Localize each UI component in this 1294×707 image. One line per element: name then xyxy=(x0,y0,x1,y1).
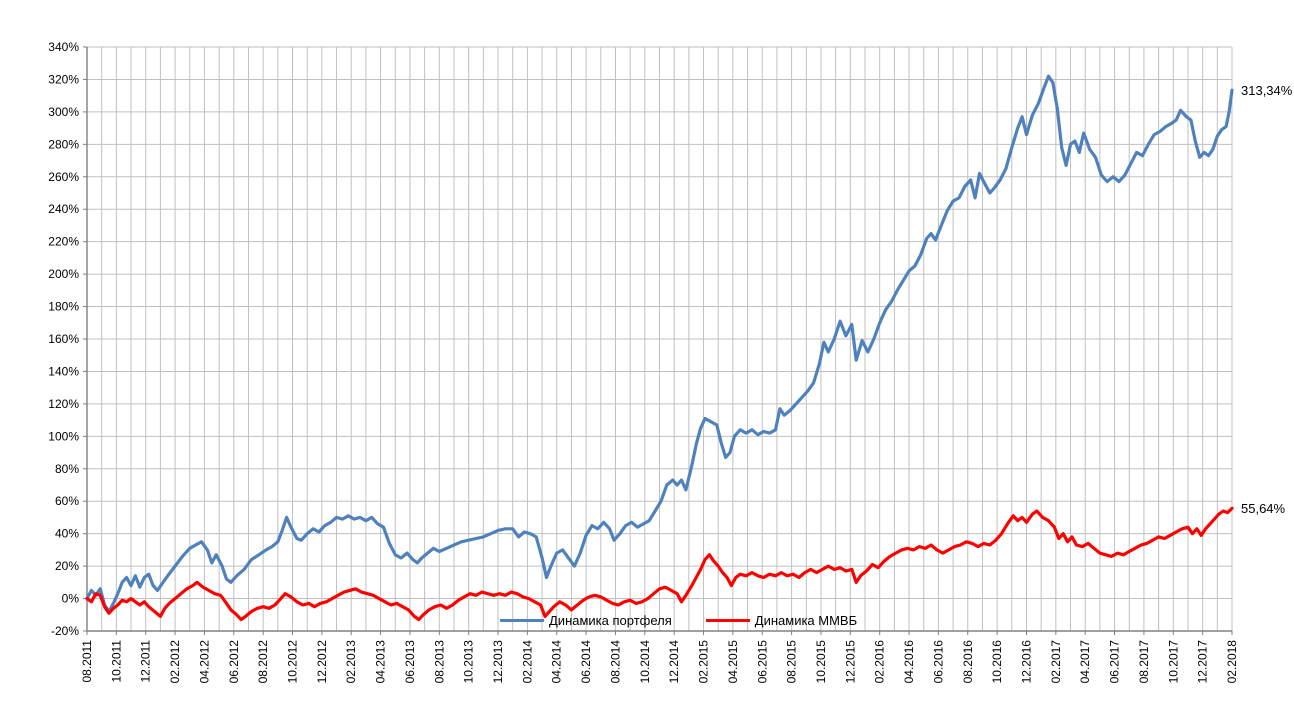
legend-item-micex: Динамика ММВБ xyxy=(705,613,858,628)
x-axis-tick-label: 06.2015 xyxy=(755,640,769,684)
x-axis-tick-label: 04.2016 xyxy=(902,640,916,684)
y-axis-tick-label: 0% xyxy=(62,592,80,606)
x-axis-tick-label: 10.2015 xyxy=(814,640,828,684)
x-axis-tick-label: 08.2016 xyxy=(961,640,975,684)
x-axis-tick-label: 02.2016 xyxy=(873,640,887,684)
y-axis-tick-label: 160% xyxy=(48,332,79,346)
legend-label-micex: Динамика ММВБ xyxy=(754,613,858,628)
y-axis-tick-label: 200% xyxy=(48,267,79,281)
y-axis-tick-label: 40% xyxy=(55,527,79,541)
chart-legend: Динамика портфеля Динамика ММВБ xyxy=(500,613,857,628)
x-axis-tick-label: 08.2011 xyxy=(80,640,94,683)
x-axis-tick-label: 08.2017 xyxy=(1137,640,1151,684)
x-axis-tick-label: 12.2012 xyxy=(315,640,329,684)
y-axis-tick-label: 60% xyxy=(55,494,79,508)
y-axis-tick-label: 180% xyxy=(48,300,79,314)
x-axis-tick-label: 10.2017 xyxy=(1166,640,1180,684)
y-axis-tick-label: 120% xyxy=(48,397,79,411)
x-axis-tick-label: 08.2013 xyxy=(432,640,446,684)
x-axis-tick-label: 02.2015 xyxy=(697,640,711,684)
x-axis-tick-label: 02.2018 xyxy=(1225,640,1239,684)
portfolio-line-swatch-icon xyxy=(500,619,544,622)
legend-item-portfolio: Динамика портфеля xyxy=(500,613,672,628)
x-axis-tick-label: 04.2017 xyxy=(1078,640,1092,684)
x-axis-tick-label: 12.2013 xyxy=(491,640,505,684)
x-axis-tick-label: 02.2017 xyxy=(1049,640,1063,684)
x-axis-tick-label: 08.2015 xyxy=(785,640,799,684)
x-axis-tick-label: 12.2017 xyxy=(1196,640,1210,684)
series-line-micex xyxy=(85,506,1234,622)
x-axis-tick-label: 02.2014 xyxy=(520,640,534,684)
micex-end-value-label: 55,64% xyxy=(1241,501,1286,517)
x-axis-tick-label: 10.2014 xyxy=(638,640,652,684)
x-axis-tick-label: 06.2017 xyxy=(1108,640,1122,684)
x-axis-tick-label: 02.2012 xyxy=(168,640,182,684)
y-axis-tick-label: 80% xyxy=(55,462,79,476)
x-axis-tick-label: 04.2015 xyxy=(726,640,740,684)
x-axis-tick-label: 04.2013 xyxy=(374,640,388,684)
y-axis-tick-label: 320% xyxy=(48,72,79,86)
x-axis-tick-label: 02.2013 xyxy=(344,640,358,684)
y-axis-tick-label: 220% xyxy=(48,235,79,249)
y-axis-tick-label: 260% xyxy=(48,170,79,184)
x-axis-tick-label: 12.2014 xyxy=(667,640,681,684)
x-axis-tick-label: 10.2011 xyxy=(109,640,123,683)
x-axis-tick-label: 10.2013 xyxy=(462,640,476,684)
y-axis-tick-label: 300% xyxy=(48,105,79,119)
x-axis-tick-label: 06.2013 xyxy=(403,640,417,684)
x-axis-tick-label: 04.2012 xyxy=(197,640,211,684)
x-axis-tick-label: 12.2011 xyxy=(139,640,153,683)
y-axis-tick-label: 140% xyxy=(48,364,79,378)
x-axis-tick-label: 10.2012 xyxy=(286,640,300,684)
y-axis-tick-label: 240% xyxy=(48,202,79,216)
x-axis-tick-label: 06.2012 xyxy=(227,640,241,684)
legend-label-portfolio: Динамика портфеля xyxy=(549,613,672,628)
x-axis-tick-label: 12.2015 xyxy=(843,640,857,684)
y-axis-tick-label: 280% xyxy=(48,137,79,151)
portfolio-end-value-label: 313,34% xyxy=(1241,83,1293,99)
x-axis-tick-label: 08.2014 xyxy=(608,640,622,684)
micex-line-swatch-icon xyxy=(705,619,750,622)
x-axis-tick-label: 12.2016 xyxy=(1019,640,1033,684)
x-axis-tick-label: 08.2012 xyxy=(256,640,270,684)
series-line-portfolio xyxy=(85,74,1234,614)
x-axis-tick-label: 04.2014 xyxy=(550,640,564,684)
y-axis-tick-label: 20% xyxy=(55,559,79,573)
x-axis-tick-label: 06.2016 xyxy=(931,640,945,684)
x-axis-tick-label: 06.2014 xyxy=(579,640,593,684)
y-axis-tick-label: 100% xyxy=(48,429,79,443)
y-axis-tick-label: -20% xyxy=(51,624,79,638)
x-axis-tick-label: 10.2016 xyxy=(990,640,1004,684)
y-axis-tick-label: 340% xyxy=(48,40,79,54)
